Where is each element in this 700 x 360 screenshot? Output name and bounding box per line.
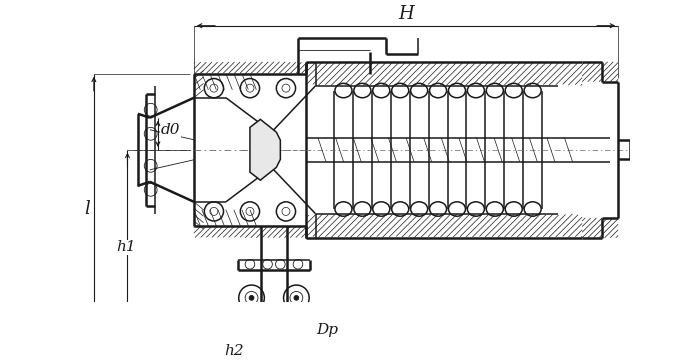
Text: d0: d0 (161, 123, 181, 137)
Circle shape (294, 347, 299, 352)
Text: l: l (85, 200, 90, 218)
Text: h1: h1 (116, 240, 136, 255)
Text: H: H (398, 5, 414, 23)
Text: h2: h2 (224, 344, 244, 358)
Circle shape (249, 347, 254, 352)
Text: Dp: Dp (316, 323, 338, 337)
Circle shape (294, 296, 299, 300)
Circle shape (249, 296, 254, 300)
Polygon shape (250, 120, 281, 180)
